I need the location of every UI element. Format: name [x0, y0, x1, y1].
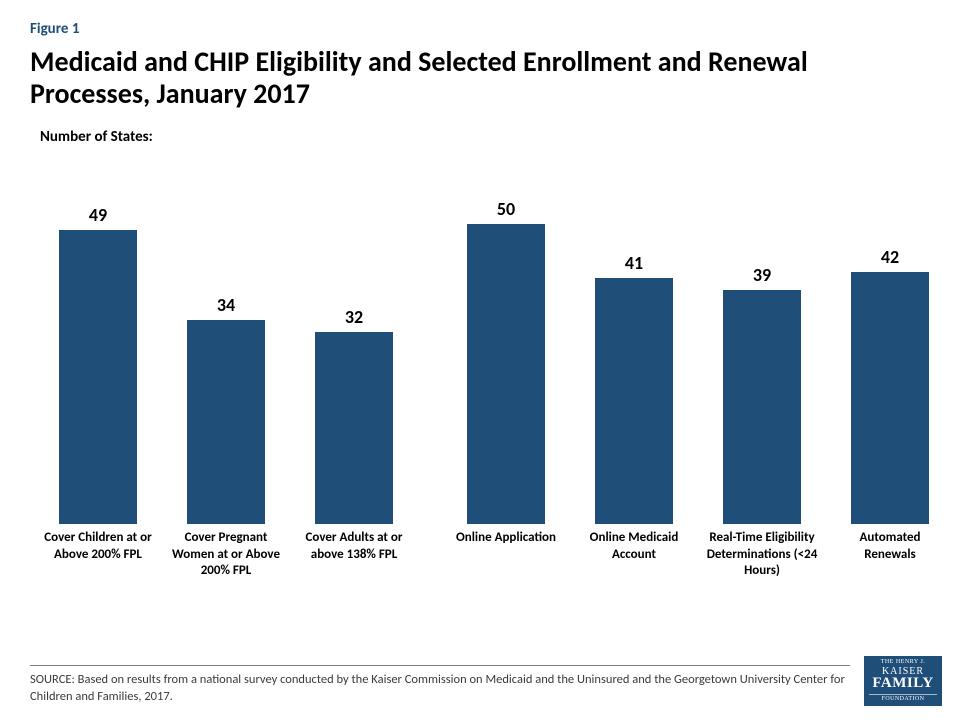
logo-text-1: THE HENRY J.: [866, 659, 940, 665]
bar-column: 41 Online Medicaid Account: [570, 150, 698, 610]
source-note: SOURCE: Based on results from a national…: [30, 665, 850, 706]
bar-column: 49 Cover Children at or Above 200% FPL: [34, 150, 162, 610]
bar: [315, 332, 393, 524]
figure-label: Figure 1: [30, 20, 930, 38]
bar-column: 32 Cover Adults at or above 138% FPL: [290, 150, 418, 610]
bar: [187, 320, 265, 524]
chart-area: 49 Cover Children at or Above 200% FPL 34 C…: [30, 150, 930, 610]
bar-value-label: 41: [625, 252, 643, 274]
logo-text-3: FAMILY: [866, 675, 940, 692]
bar-value-label: 50: [497, 198, 515, 220]
bar: [59, 230, 137, 524]
bar-column: 34 Cover Pregnant Women at or Above 200% …: [162, 150, 290, 610]
kff-logo: THE HENRY J. KAISER FAMILY FOUNDATION: [864, 656, 942, 706]
bar: [723, 290, 801, 524]
bar-category-label: Automated Renewals: [834, 524, 946, 610]
bar-column: 50 Online Application: [442, 150, 570, 610]
bar-value-label: 49: [89, 204, 107, 226]
bar-category-label: Real-Time Eligibility Determinations (<2…: [706, 524, 818, 610]
bar-column: 39 Real-Time Eligibility Determinations (…: [698, 150, 826, 610]
chart-container: Figure 1 Medicaid and CHIP Eligibility a…: [0, 0, 960, 630]
bar: [595, 278, 673, 524]
chart-title: Medicaid and CHIP Eligibility and Select…: [30, 46, 930, 110]
bar-group-right: 50 Online Application 41 Online Medicaid Ac…: [430, 150, 954, 610]
chart-subtitle: Number of States:: [40, 128, 930, 146]
bar: [467, 224, 545, 524]
bar-value-label: 32: [345, 306, 363, 328]
bar-category-label: Online Medicaid Account: [578, 524, 690, 610]
bar: [851, 272, 929, 524]
logo-text-4: FOUNDATION: [869, 694, 937, 702]
bar-category-label: Online Application: [450, 524, 562, 610]
bar-category-label: Cover Adults at or above 138% FPL: [298, 524, 410, 610]
bar-group-left: 49 Cover Children at or Above 200% FPL 34 C…: [34, 150, 430, 610]
bar-column: 42 Automated Renewals: [826, 150, 954, 610]
bar-category-label: Cover Pregnant Women at or Above 200% FP…: [170, 524, 282, 610]
bar-value-label: 42: [881, 246, 899, 268]
bar-value-label: 39: [753, 264, 771, 286]
bar-category-label: Cover Children at or Above 200% FPL: [42, 524, 154, 610]
bar-value-label: 34: [217, 294, 235, 316]
